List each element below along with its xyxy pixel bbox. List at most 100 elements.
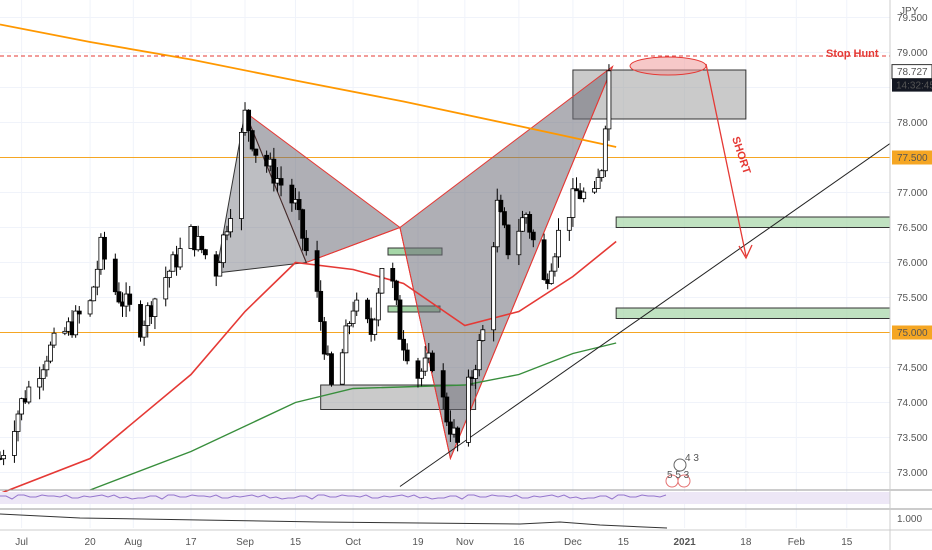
candle-body xyxy=(393,280,399,301)
candle-body xyxy=(199,235,205,251)
short-arrow-line xyxy=(705,63,747,257)
candle-body xyxy=(390,268,396,282)
candle-body xyxy=(606,70,612,130)
candle-body xyxy=(566,217,572,231)
candle-body xyxy=(127,293,133,305)
candle-body xyxy=(494,199,500,248)
candle-body xyxy=(318,290,324,323)
candle-body xyxy=(440,370,446,398)
grid xyxy=(0,0,890,528)
x-tick-label: 19 xyxy=(412,537,424,548)
y-tick-label: 79.000 xyxy=(897,48,928,59)
candle-body xyxy=(491,246,497,331)
candle-body xyxy=(289,184,295,204)
candle-body xyxy=(51,332,57,346)
candle-body xyxy=(574,188,579,192)
candle-body xyxy=(239,131,244,219)
x-tick-label: 18 xyxy=(740,537,752,548)
x-tick-label: 16 xyxy=(513,537,525,548)
candle-body xyxy=(548,270,554,284)
candle-body xyxy=(397,299,403,340)
candle-body xyxy=(498,199,504,212)
candle-body xyxy=(599,170,605,178)
price-badge: 77.500 xyxy=(892,150,932,165)
harmonic-pattern xyxy=(215,64,614,461)
candle-body xyxy=(552,256,558,272)
candle-body xyxy=(76,310,82,315)
candles xyxy=(0,64,612,466)
x-tick-label: Aug xyxy=(124,537,142,548)
candle-body xyxy=(502,211,507,226)
candle-body xyxy=(581,191,587,199)
candle-body xyxy=(1,455,7,460)
candle-body xyxy=(505,224,511,256)
candle-body xyxy=(476,340,482,371)
candle-body xyxy=(202,249,208,256)
y-tick-label: 73.000 xyxy=(897,468,928,479)
candle-body xyxy=(303,237,309,252)
candle-body xyxy=(15,413,21,432)
oscillator-tick: 1.000 xyxy=(897,514,922,525)
candle-body xyxy=(138,304,143,338)
candle-body xyxy=(415,360,421,379)
candle-body xyxy=(48,344,53,362)
candle-body xyxy=(40,369,46,379)
candle-body xyxy=(466,376,471,443)
candle-body xyxy=(365,299,370,320)
candle-body xyxy=(19,398,25,415)
candle-body xyxy=(347,323,352,327)
y-tick-label: 75.500 xyxy=(897,293,928,304)
price-badge-label: 77.500 xyxy=(897,153,928,164)
trendline-line xyxy=(399,143,891,487)
event-marker-text: 4 3 xyxy=(685,453,699,464)
x-tick-label: Sep xyxy=(236,537,254,548)
candle-body xyxy=(221,234,226,264)
rsi-line xyxy=(0,494,667,500)
countdown-label: 14:32:45 xyxy=(896,81,932,92)
candle-body xyxy=(278,178,284,186)
price-badge: 75.000 xyxy=(892,325,932,340)
price-badge-box xyxy=(892,150,932,165)
x-tick-label: Dec xyxy=(564,537,582,548)
x-tick-label: 17 xyxy=(185,537,197,548)
candle-body xyxy=(473,369,479,379)
candle-body xyxy=(592,188,597,193)
candle-body xyxy=(354,299,360,312)
y-tick-label: 76.000 xyxy=(897,258,928,269)
price-badge-box xyxy=(892,325,932,340)
candle-body xyxy=(102,236,107,260)
ema-red-line xyxy=(0,240,617,495)
candle-body xyxy=(26,386,32,403)
candle-body xyxy=(62,330,68,334)
price-badge-label: 78.727 xyxy=(897,67,928,78)
candle-body xyxy=(253,148,259,156)
candle-body xyxy=(112,258,118,293)
event-marker-circle xyxy=(677,474,691,488)
candle-body xyxy=(300,209,306,239)
candle-body xyxy=(228,218,234,233)
indicator-panels: 1.000 xyxy=(0,489,932,531)
candle-body xyxy=(520,217,525,232)
candle-body xyxy=(152,298,158,317)
candle-body xyxy=(516,230,522,256)
candle-body xyxy=(570,188,576,218)
zone-box xyxy=(615,307,891,319)
candle-body xyxy=(116,291,122,303)
zone-box xyxy=(615,216,891,228)
x-tick-label: 15 xyxy=(841,537,853,548)
x-tick-label: Jul xyxy=(15,537,28,548)
candle-body xyxy=(455,427,461,443)
x-tick-label: Nov xyxy=(456,537,474,548)
x-tick-label: Feb xyxy=(788,537,806,548)
candle-body xyxy=(444,396,450,423)
candle-body xyxy=(375,292,381,321)
y-tick-label: 77.000 xyxy=(897,188,928,199)
candle-body xyxy=(429,352,435,372)
candle-body xyxy=(141,325,147,338)
candle-body xyxy=(530,231,536,241)
y-tick-label: 74.500 xyxy=(897,363,928,374)
candle-body xyxy=(224,231,230,236)
y-tick-label: 74.000 xyxy=(897,398,928,409)
stop-hunt-label: Stop Hunt xyxy=(826,48,879,60)
